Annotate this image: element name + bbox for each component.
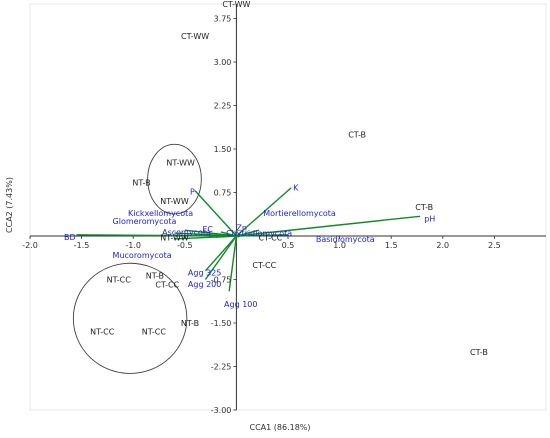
ellipses-group (72, 143, 202, 374)
y-tick-label: -3.00 (211, 406, 232, 415)
sample-label: CT-WW (181, 32, 209, 41)
y-tick-label: 3.00 (214, 58, 232, 67)
vector-arrow (174, 232, 237, 237)
sample-labels-group: CT-WW CT-WW CT-B CT-B CT-B NT-WW NT-B NT-WW NT-W… (90, 0, 488, 357)
group-ellipse (72, 262, 188, 374)
y-tick-label: -0.75 (211, 276, 232, 285)
vector-label: Basidiomycota (316, 235, 375, 244)
sample-label: NT-WW (166, 158, 195, 167)
ticks-group: -2.0 -1.5 -1.0 -0.5 0.5 1.0 1.5 2.0 2.5 3.75 3.00 2… (22, 15, 501, 416)
sample-label: CT-WW (222, 0, 250, 9)
sample-label: CT-B (470, 348, 488, 357)
vector-label: Mucoromycota (113, 251, 172, 260)
vector-label: Ascomycota (162, 228, 211, 237)
vector-arrow (236, 215, 421, 237)
x-tick-label: 1.0 (333, 241, 346, 250)
y-tick-label: -1.50 (211, 319, 232, 328)
x-tick-label: -1.0 (125, 241, 141, 250)
sample-label: NT-WW (160, 197, 189, 206)
x-tick-label: 1.5 (385, 241, 398, 250)
axis-lines-group (30, 4, 546, 410)
vector-label: P (190, 187, 195, 196)
sample-label: NT-CC (90, 328, 115, 337)
x-tick-label: 2.0 (436, 241, 449, 250)
vector-label: K (293, 183, 299, 192)
y-tick-label: 2.25 (214, 102, 232, 111)
vector-arrow (204, 235, 237, 280)
x-tick-label: -2.0 (22, 241, 38, 250)
vectors-group (76, 187, 421, 292)
plot-frame-group (29, 3, 547, 411)
vector-label: Glomeromycota (113, 217, 177, 226)
sample-label: CT-CC (259, 234, 283, 243)
vector-label: Kickxellomycota (128, 209, 193, 218)
x-axis-title: CCA1 (86.18%) (249, 423, 310, 432)
y-tick-label: 0.75 (214, 189, 232, 198)
vector-arrow (235, 187, 292, 237)
x-tick-label: 2.5 (488, 241, 501, 250)
vector-arrow (76, 234, 237, 237)
sample-label: NT-WW (160, 234, 189, 243)
vector-arrow (236, 229, 260, 237)
vector-labels-group: pH K P Zn EC BD Agg 325 Agg 200 Agg 100 Mortierel… (64, 183, 435, 309)
vector-arrow (194, 190, 237, 237)
vector-label: BD (64, 233, 76, 242)
sample-label: NT-CC (107, 276, 132, 285)
vector-label: Agg 200 (188, 280, 221, 289)
vector-arrow (236, 234, 289, 237)
vector-label: Mortierellomycota (263, 209, 336, 218)
sample-label: CT-CC (155, 281, 179, 290)
x-tick-label: -0.5 (177, 241, 193, 250)
sample-label: NT-CC (142, 328, 167, 337)
vector-label: EC (202, 225, 213, 234)
y-tick-label: -2.25 (211, 363, 232, 372)
sample-label: NT-B (146, 271, 164, 280)
vector-label: Agg 100 (224, 300, 257, 309)
y-tick-label: 1.50 (214, 145, 232, 154)
y-axis-title: CCA2 (7.43%) (5, 177, 14, 233)
x-tick-label: -1.5 (74, 241, 90, 250)
sample-label: NT-B (181, 319, 199, 328)
vector-label: pH (424, 215, 435, 224)
sample-label: CT-B (348, 131, 366, 140)
group-ellipse (147, 143, 202, 215)
sample-label: CT-CC (252, 261, 276, 270)
x-tick-label: 0.5 (282, 241, 295, 250)
vector-label: Chytridiomycota (226, 229, 292, 238)
vector-arrow (204, 235, 237, 272)
sample-label: CT-B (415, 203, 433, 212)
sample-label: NT-B (132, 179, 150, 188)
vector-arrow (228, 235, 238, 292)
vector-label: Agg 325 (188, 269, 221, 278)
plot-border (29, 3, 547, 411)
vector-label: Zn (236, 223, 247, 232)
y-tick-label: 3.75 (214, 15, 232, 24)
